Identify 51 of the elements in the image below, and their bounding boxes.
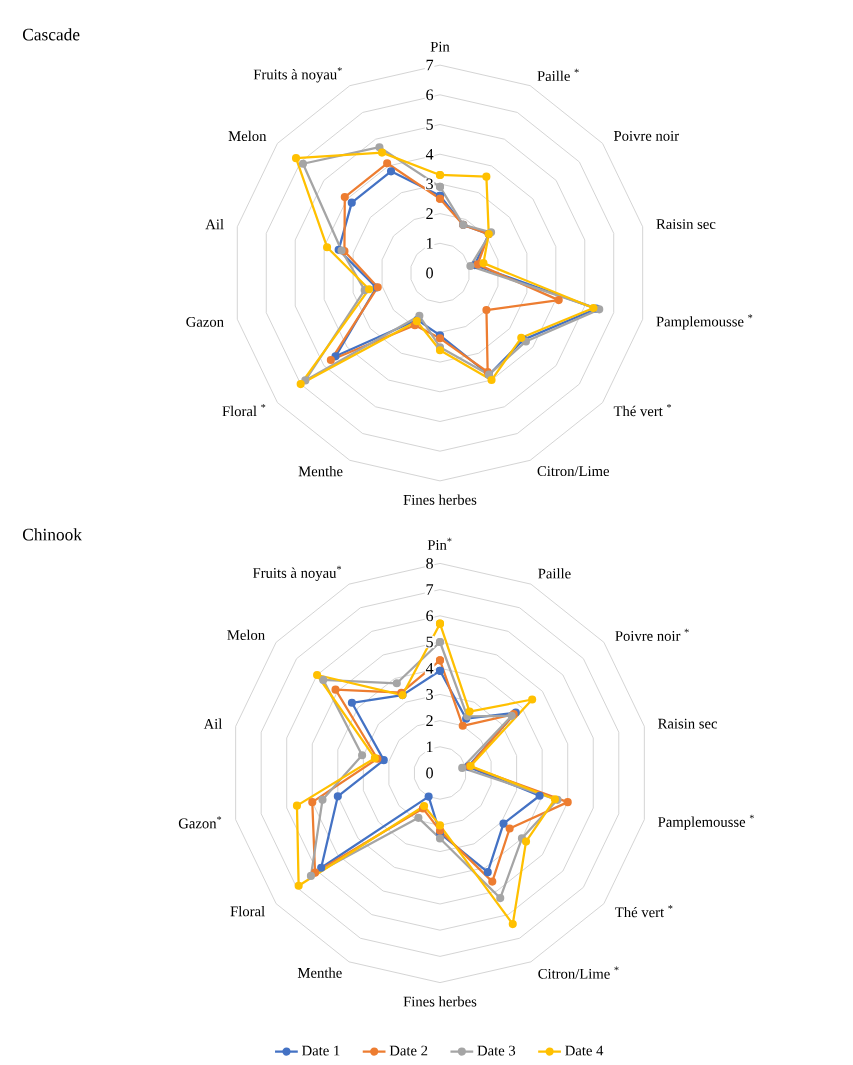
spoke-label: Raisin sec [658,718,718,729]
spoke-label: Floral [230,906,265,917]
spoke-label: Gazon$^{*}$ [178,816,222,829]
y-tick-label: 4 [425,662,434,674]
y-tick-label: 7 [426,59,434,71]
legend-label: Date 3 [477,1045,516,1056]
spoke-label: Pamplemousse $^{*}$ [658,814,754,830]
spoke-label: Ail [205,219,224,230]
y-tick-label: 2 [426,208,433,219]
y-tick-label: 5 [426,119,433,130]
spoke-label: Thé vert $^{*}$ [615,905,673,918]
spoke-label: Pin$^{*}$ [427,537,452,550]
y-tick-label: 3 [426,178,433,190]
spoke-label: Paille [538,568,571,579]
spoke-label: Pin [430,41,450,52]
legend-label: Date 2 [389,1045,428,1056]
spoke-label: Paille $^{*}$ [537,68,579,81]
y-tick-label: 8 [426,557,433,569]
spoke-label: Citron/Lime $^{*}$ [538,966,619,979]
spoke-label: Ail [203,718,223,729]
spoke-label: Menthe [298,465,343,477]
legend-label: Date 4 [565,1045,604,1056]
spoke-label: Melon [227,629,265,640]
y-tick-label: 0 [426,267,433,279]
spoke-label: Citron/Lime [537,466,610,477]
spoke-label: Gazon [186,317,224,327]
y-tick-label: 6 [426,610,434,622]
spoke-label: Raisin sec [656,219,716,229]
y-tick-label: 5 [426,636,433,648]
spoke-label: Fruits à noyau$^{*}$ [252,565,342,581]
y-tick-label: 2 [426,715,433,726]
spoke-label: Menthe [297,967,342,978]
y-tick-label: 6 [426,89,434,101]
spoke-label: Poivre noir [613,130,679,141]
chart-title: Chinook [22,528,82,541]
legend-label: Date 1 [302,1045,340,1056]
spoke-label: Fruits à noyau$^{*}$ [253,67,342,83]
y-tick-label: 4 [425,148,434,160]
spoke-label: Fines herbes [403,996,477,1007]
spoke-label: Fines herbes [403,494,477,505]
spoke-label: Floral $^{*}$ [222,404,266,417]
spoke-label: Melon [228,130,267,142]
y-tick-label: 7 [426,584,434,595]
y-tick-label: 1 [427,741,433,753]
chart-title: Cascade [22,28,80,41]
spoke-label: Thé vert $^{*}$ [613,404,672,417]
spoke-label: Pamplemousse $^{*}$ [656,314,753,330]
y-tick-label: 1 [427,238,433,249]
spoke-label: Poivre noir $^{*}$ [615,628,689,641]
y-tick-label: 3 [426,689,433,700]
y-tick-label: 0 [426,767,433,779]
